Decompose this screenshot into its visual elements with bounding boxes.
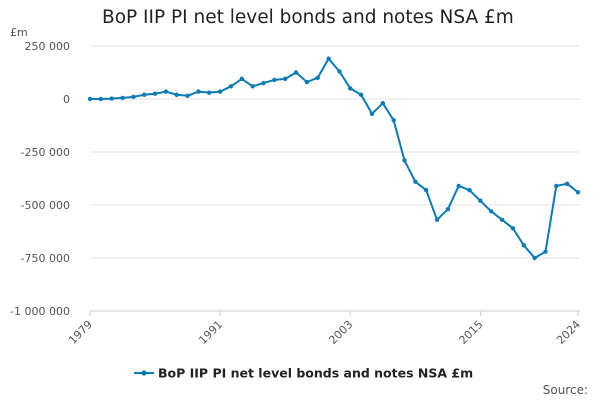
data-point [434,217,440,223]
y-tick-label: -750 000 [21,252,70,265]
data-point [554,183,559,189]
data-point [348,86,353,91]
data-point [304,79,310,85]
data-point [196,89,201,94]
data-point [272,77,277,83]
data-point [250,84,255,89]
data-point [358,92,364,97]
data-point [326,56,331,61]
data-point [207,90,212,95]
data-point [228,84,234,89]
data-point [337,69,342,74]
y-unit-label: £m [10,26,28,39]
data-point [445,207,451,212]
data-point [499,217,505,223]
data-point [489,209,494,214]
y-tick-label: -1 000 000 [10,305,70,318]
data-point [478,198,483,203]
y-tick-label: 250 000 [25,40,71,53]
series-line [90,57,579,259]
x-tick-label: 2003 [326,318,355,347]
data-point [142,92,147,97]
x-tick-label: 1991 [196,318,225,347]
data-point [413,179,418,184]
data-point [293,70,299,75]
data-point [131,94,136,100]
data-point [217,89,223,94]
data-point [185,93,190,99]
source-label: Source: [543,383,588,397]
chart-title: BoP IIP PI net level bonds and notes NSA… [102,7,514,28]
legend-marker [141,370,147,376]
data-point [564,181,570,186]
data-point [543,249,548,254]
data-point [423,187,429,193]
data-point [98,96,104,102]
data-point [239,76,245,82]
x-tick-label: 1979 [66,318,95,347]
data-point [152,91,158,96]
data-point [174,92,179,97]
data-point [87,96,93,102]
legend-label: BoP IIP PI net level bonds and notes NSA… [158,366,473,381]
data-point [467,187,472,193]
data-point [575,190,581,195]
data-point [109,96,114,101]
x-tick-label: 2024 [554,318,583,347]
data-point [369,111,375,117]
data-point [380,101,385,106]
y-tick-label: 0 [63,93,70,106]
data-point [120,95,125,101]
y-tick-label: -250 000 [21,146,70,159]
data-point [532,255,537,261]
x-tick-label: 2015 [457,318,486,347]
data-point [510,226,516,231]
data-point [283,76,288,82]
data-point [261,80,266,86]
data-point [456,183,461,189]
data-point [163,89,169,94]
y-tick-label: -500 000 [21,199,70,212]
data-point [402,158,407,163]
data-point [391,118,396,123]
data-point [521,243,526,248]
data-point [315,75,320,81]
